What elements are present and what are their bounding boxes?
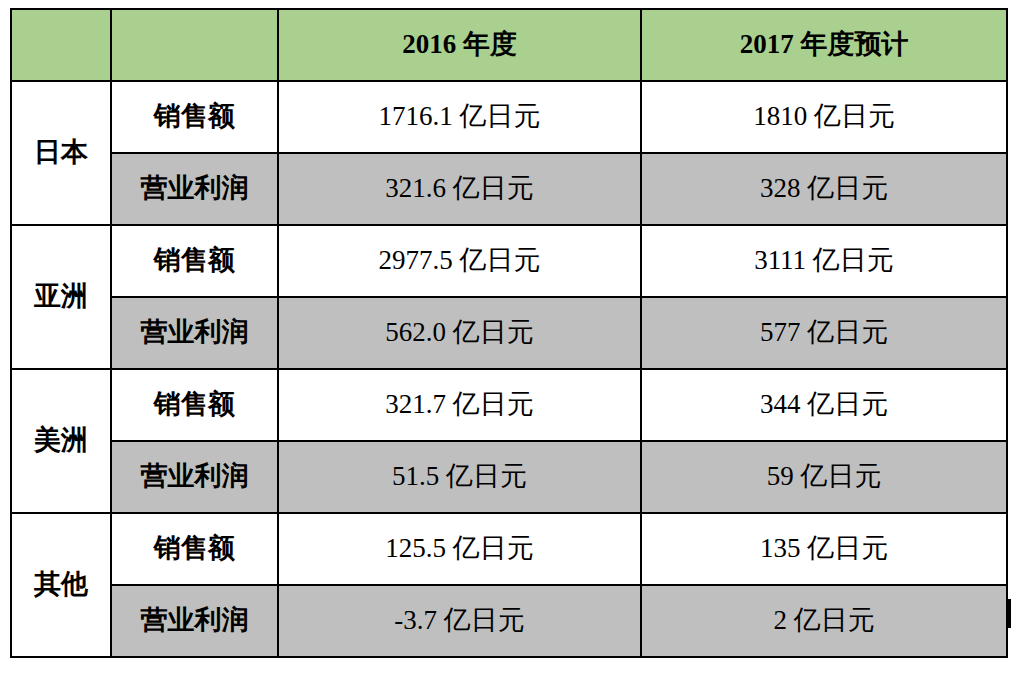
metric-label-sales: 销售额 xyxy=(111,513,278,585)
table-row-asia-profit: 营业利润 562.0 亿日元 577 亿日元 xyxy=(11,297,1007,369)
value-americas-sales-2016: 321.7 亿日元 xyxy=(278,369,641,441)
metric-label-sales: 销售额 xyxy=(111,369,278,441)
table-row-japan-sales: 日本 销售额 1716.1 亿日元 1810 亿日元 xyxy=(11,81,1007,153)
value-japan-sales-2016: 1716.1 亿日元 xyxy=(278,81,641,153)
page: 2016 年度 2017 年度预计 日本 销售额 1716.1 亿日元 1810… xyxy=(0,0,1018,683)
value-other-profit-2017: 2 亿日元 xyxy=(641,585,1007,657)
value-japan-sales-2017: 1810 亿日元 xyxy=(641,81,1007,153)
value-americas-profit-2016: 51.5 亿日元 xyxy=(278,441,641,513)
metric-label-sales: 销售额 xyxy=(111,81,278,153)
table-row-americas-profit: 营业利润 51.5 亿日元 59 亿日元 xyxy=(11,441,1007,513)
metric-label-sales: 销售额 xyxy=(111,225,278,297)
table-row-americas-sales: 美洲 销售额 321.7 亿日元 344 亿日元 xyxy=(11,369,1007,441)
metric-label-profit: 营业利润 xyxy=(111,297,278,369)
regional-results-table: 2016 年度 2017 年度预计 日本 销售额 1716.1 亿日元 1810… xyxy=(10,8,1008,658)
value-asia-profit-2017: 577 亿日元 xyxy=(641,297,1007,369)
value-asia-sales-2016: 2977.5 亿日元 xyxy=(278,225,641,297)
header-cell-2016: 2016 年度 xyxy=(278,9,641,81)
value-other-sales-2017: 135 亿日元 xyxy=(641,513,1007,585)
header-cell-region xyxy=(11,9,111,81)
value-japan-profit-2017: 328 亿日元 xyxy=(641,153,1007,225)
table-row-other-sales: 其他 销售额 125.5 亿日元 135 亿日元 xyxy=(11,513,1007,585)
metric-label-profit: 营业利润 xyxy=(111,585,278,657)
header-row: 2016 年度 2017 年度预计 xyxy=(11,9,1007,81)
region-cell-americas: 美洲 xyxy=(11,369,111,513)
value-japan-profit-2016: 321.6 亿日元 xyxy=(278,153,641,225)
metric-label-profit: 营业利润 xyxy=(111,441,278,513)
value-asia-profit-2016: 562.0 亿日元 xyxy=(278,297,641,369)
metric-label-profit: 营业利润 xyxy=(111,153,278,225)
value-other-sales-2016: 125.5 亿日元 xyxy=(278,513,641,585)
value-other-profit-2016: -3.7 亿日元 xyxy=(278,585,641,657)
region-cell-asia: 亚洲 xyxy=(11,225,111,369)
value-asia-sales-2017: 3111 亿日元 xyxy=(641,225,1007,297)
value-americas-profit-2017: 59 亿日元 xyxy=(641,441,1007,513)
table-row-japan-profit: 营业利润 321.6 亿日元 328 亿日元 xyxy=(11,153,1007,225)
table-row-asia-sales: 亚洲 销售额 2977.5 亿日元 3111 亿日元 xyxy=(11,225,1007,297)
table-row-other-profit: 营业利润 -3.7 亿日元 2 亿日元 xyxy=(11,585,1007,657)
header-cell-metric xyxy=(111,9,278,81)
value-americas-sales-2017: 344 亿日元 xyxy=(641,369,1007,441)
region-cell-japan: 日本 xyxy=(11,81,111,225)
header-cell-2017-forecast: 2017 年度预计 xyxy=(641,9,1007,81)
text-cursor-artifact xyxy=(1007,599,1011,628)
region-cell-other: 其他 xyxy=(11,513,111,657)
